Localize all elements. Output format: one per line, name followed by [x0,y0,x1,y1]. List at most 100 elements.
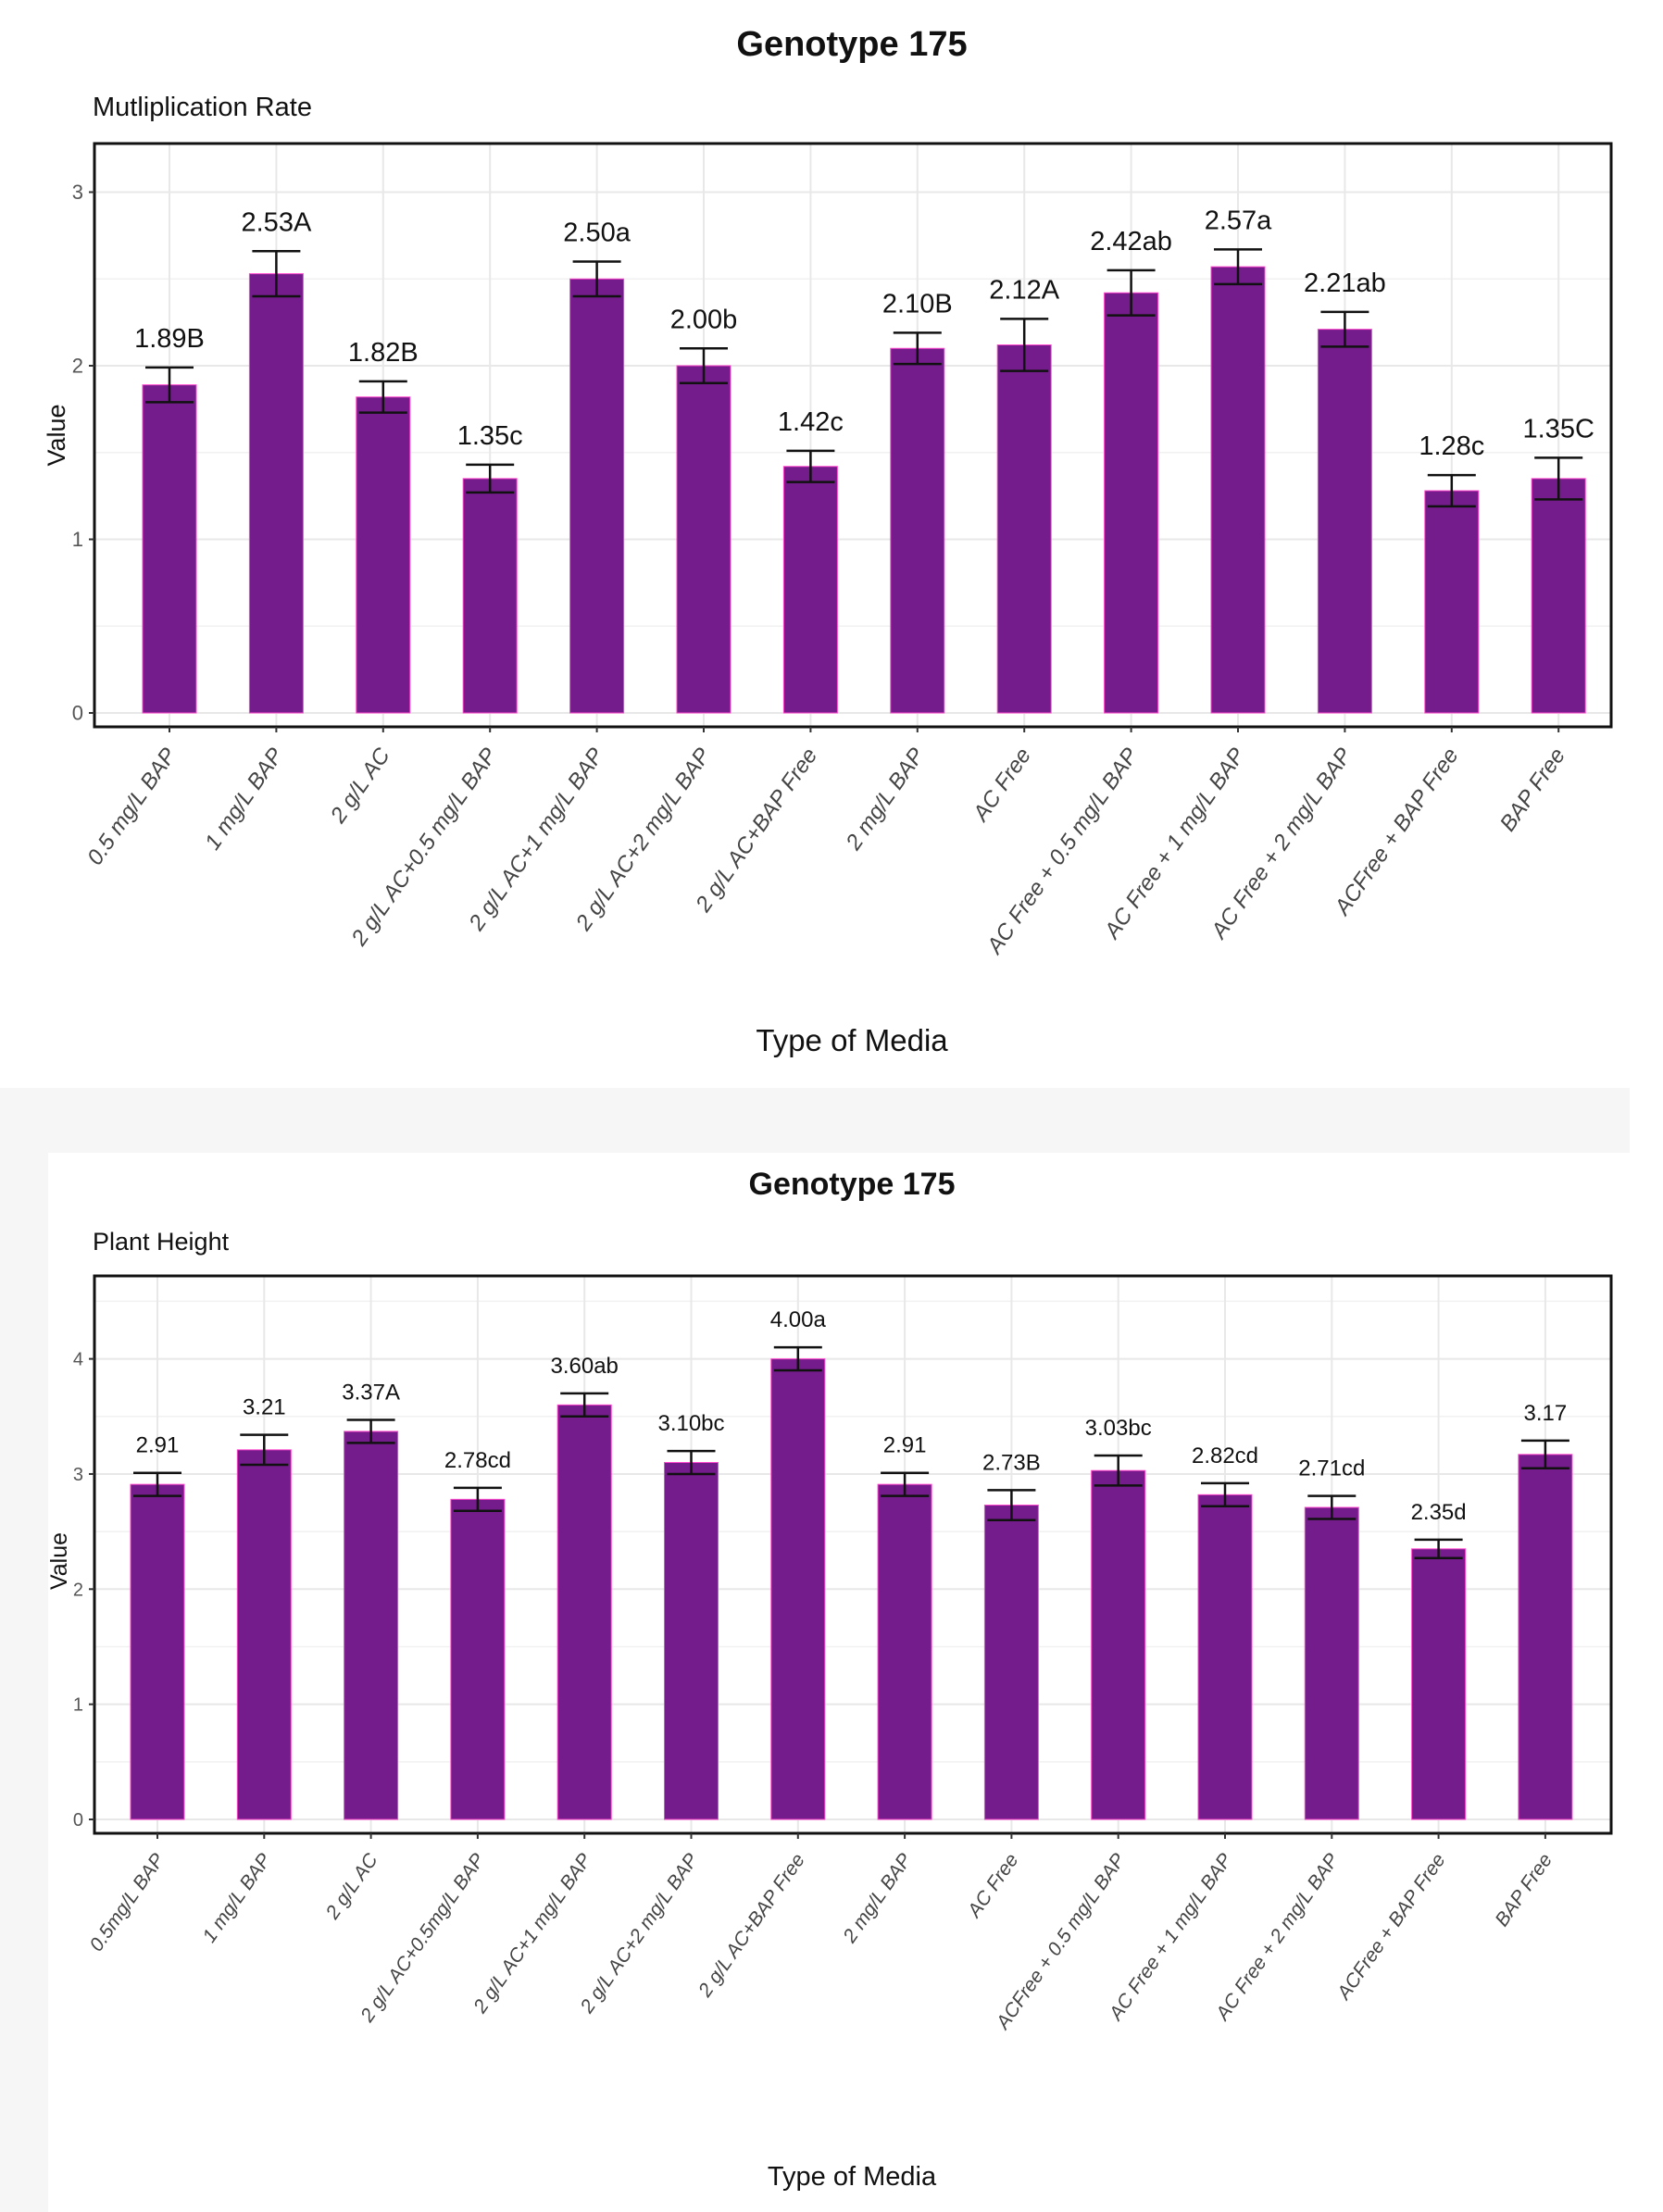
data-label: 3.60ab [550,1354,618,1379]
data-label: 1.89B [134,324,205,354]
error-bar [1414,1538,1463,1559]
bar [142,384,197,714]
data-label: 2.91 [883,1433,927,1458]
error-bar [1520,1439,1569,1469]
bar [556,1404,612,1820]
error-bar [560,1392,609,1418]
error-bar [466,463,515,494]
data-label: 2.21ab [1304,269,1386,298]
data-label: 2.35d [1411,1500,1467,1525]
x-tick-label: 0.5mg/L BAP [85,1850,169,1956]
error-bar [667,1449,716,1476]
bar [1091,1469,1146,1820]
data-label: 3.17 [1524,1401,1568,1426]
error-bar [987,1489,1036,1521]
error-bar [252,250,301,298]
x-tick-label: 2 g/L AC+2 mg/L BAP [576,1850,703,2018]
x-tick-label: 2 mg/L BAP [841,744,930,856]
bar [983,1505,1039,1820]
bar [1411,1548,1467,1820]
error-bar [773,1345,822,1372]
data-label: 2.73B [982,1450,1041,1475]
bar [569,278,625,714]
error-bar [1094,1454,1143,1487]
x-axis-ticks: 0.5mg/L BAP 1 mg/L BAP 2 g/L AC2 g/L AC+0.… [85,1833,1557,2034]
bar [1518,1454,1573,1820]
y-tick-label: 0 [72,702,83,725]
plot-panel-border [93,142,1613,729]
error-bar [358,380,407,414]
y-axis-title: Value [46,1532,72,1590]
error-bar [1307,1494,1357,1520]
y-tick-label: 0 [73,1810,83,1831]
y-tick-label: 1 [72,528,83,551]
chart-title: Genotype 175 [749,1167,956,1202]
data-label: 1.35C [1523,414,1594,444]
x-tick-label: 0.5 mg/L BAP [82,744,181,869]
bar [450,1498,506,1820]
x-tick-label: AC Free + 2 mg/L BAP [1211,1850,1344,2026]
error-bar [453,1486,502,1512]
bar [770,1358,826,1820]
error-bar [133,1471,181,1497]
bar [1317,329,1372,714]
y-tick-label: 1 [73,1695,83,1716]
data-label: 2.53A [242,207,312,237]
chart-title: Genotype 175 [736,25,967,64]
chart-subtitle: Mutliplication Rate [93,93,312,122]
bar [1424,490,1480,714]
bar [356,396,411,714]
x-axis-title: Type of Media [768,2162,937,2192]
plot-panel-border [93,1274,1613,1835]
error-bar [881,1471,930,1497]
chart-subtitle: Plant Height [93,1228,230,1256]
bar [1210,266,1266,714]
error-bar [1534,456,1583,501]
data-label: 2.00b [670,305,738,334]
x-tick-label: AC Free + 1 mg/L BAP [1104,1850,1236,2026]
bar [890,347,945,714]
data-label: 2.71cd [1298,1456,1365,1481]
y-tick-label: 3 [72,181,83,204]
error-bar [240,1433,289,1467]
grid-lines [94,144,1611,727]
x-tick-label: ACFree + BAP Free [1329,744,1464,921]
x-tick-label: 2 g/L AC+1 mg/L BAP [469,1850,596,2018]
bar [248,273,304,714]
bar [664,1462,719,1820]
data-label: 3.21 [243,1395,286,1420]
error-bar [346,1418,395,1444]
x-tick-label: 1 mg/L BAP [200,744,288,855]
data-label: 1.42c [778,407,844,437]
bar [236,1449,292,1820]
x-tick-label: 2 g/L AC+BAP Free [691,744,823,918]
data-label: 3.03bc [1085,1416,1152,1441]
data-label: 2.10B [882,289,953,319]
grid-lines [94,1276,1611,1833]
data-label: 4.00a [770,1307,827,1332]
bar [1197,1493,1253,1820]
data-label: 2.57a [1205,206,1272,235]
bar [1304,1506,1359,1820]
error-bar [1201,1481,1249,1508]
lower-figure-panel [48,1153,1630,2212]
data-label: 2.91 [136,1433,180,1458]
data-label: 1.82B [348,338,419,368]
error-bar [572,260,621,298]
x-tick-label: 2 g/L AC+0.5mg/L BAP [356,1850,489,2027]
data-label: 1.35c [457,421,523,451]
y-axis-title: Value [43,404,70,466]
y-tick-label: 2 [73,1580,83,1600]
data-label: 2.78cd [444,1448,511,1473]
x-tick-label: 1 mg/L BAP [198,1850,275,1947]
x-tick-label: 2 mg/L BAP [839,1850,916,1948]
x-tick-label: 2 g/L AC [321,1849,382,1924]
plant-height-chart: Genotype 175 Plant Height 2.91 3.21 3.37A 2… [46,1167,1613,2192]
x-axis-title: Type of Media [756,1023,948,1057]
error-bar [1214,248,1262,286]
y-axis-ticks: 0 1 2 3 4 [73,1350,94,1831]
x-tick-label: BAP Free [1495,744,1570,836]
error-bar [1000,318,1049,372]
data-label: 3.37A [342,1381,400,1406]
bar [462,478,518,714]
